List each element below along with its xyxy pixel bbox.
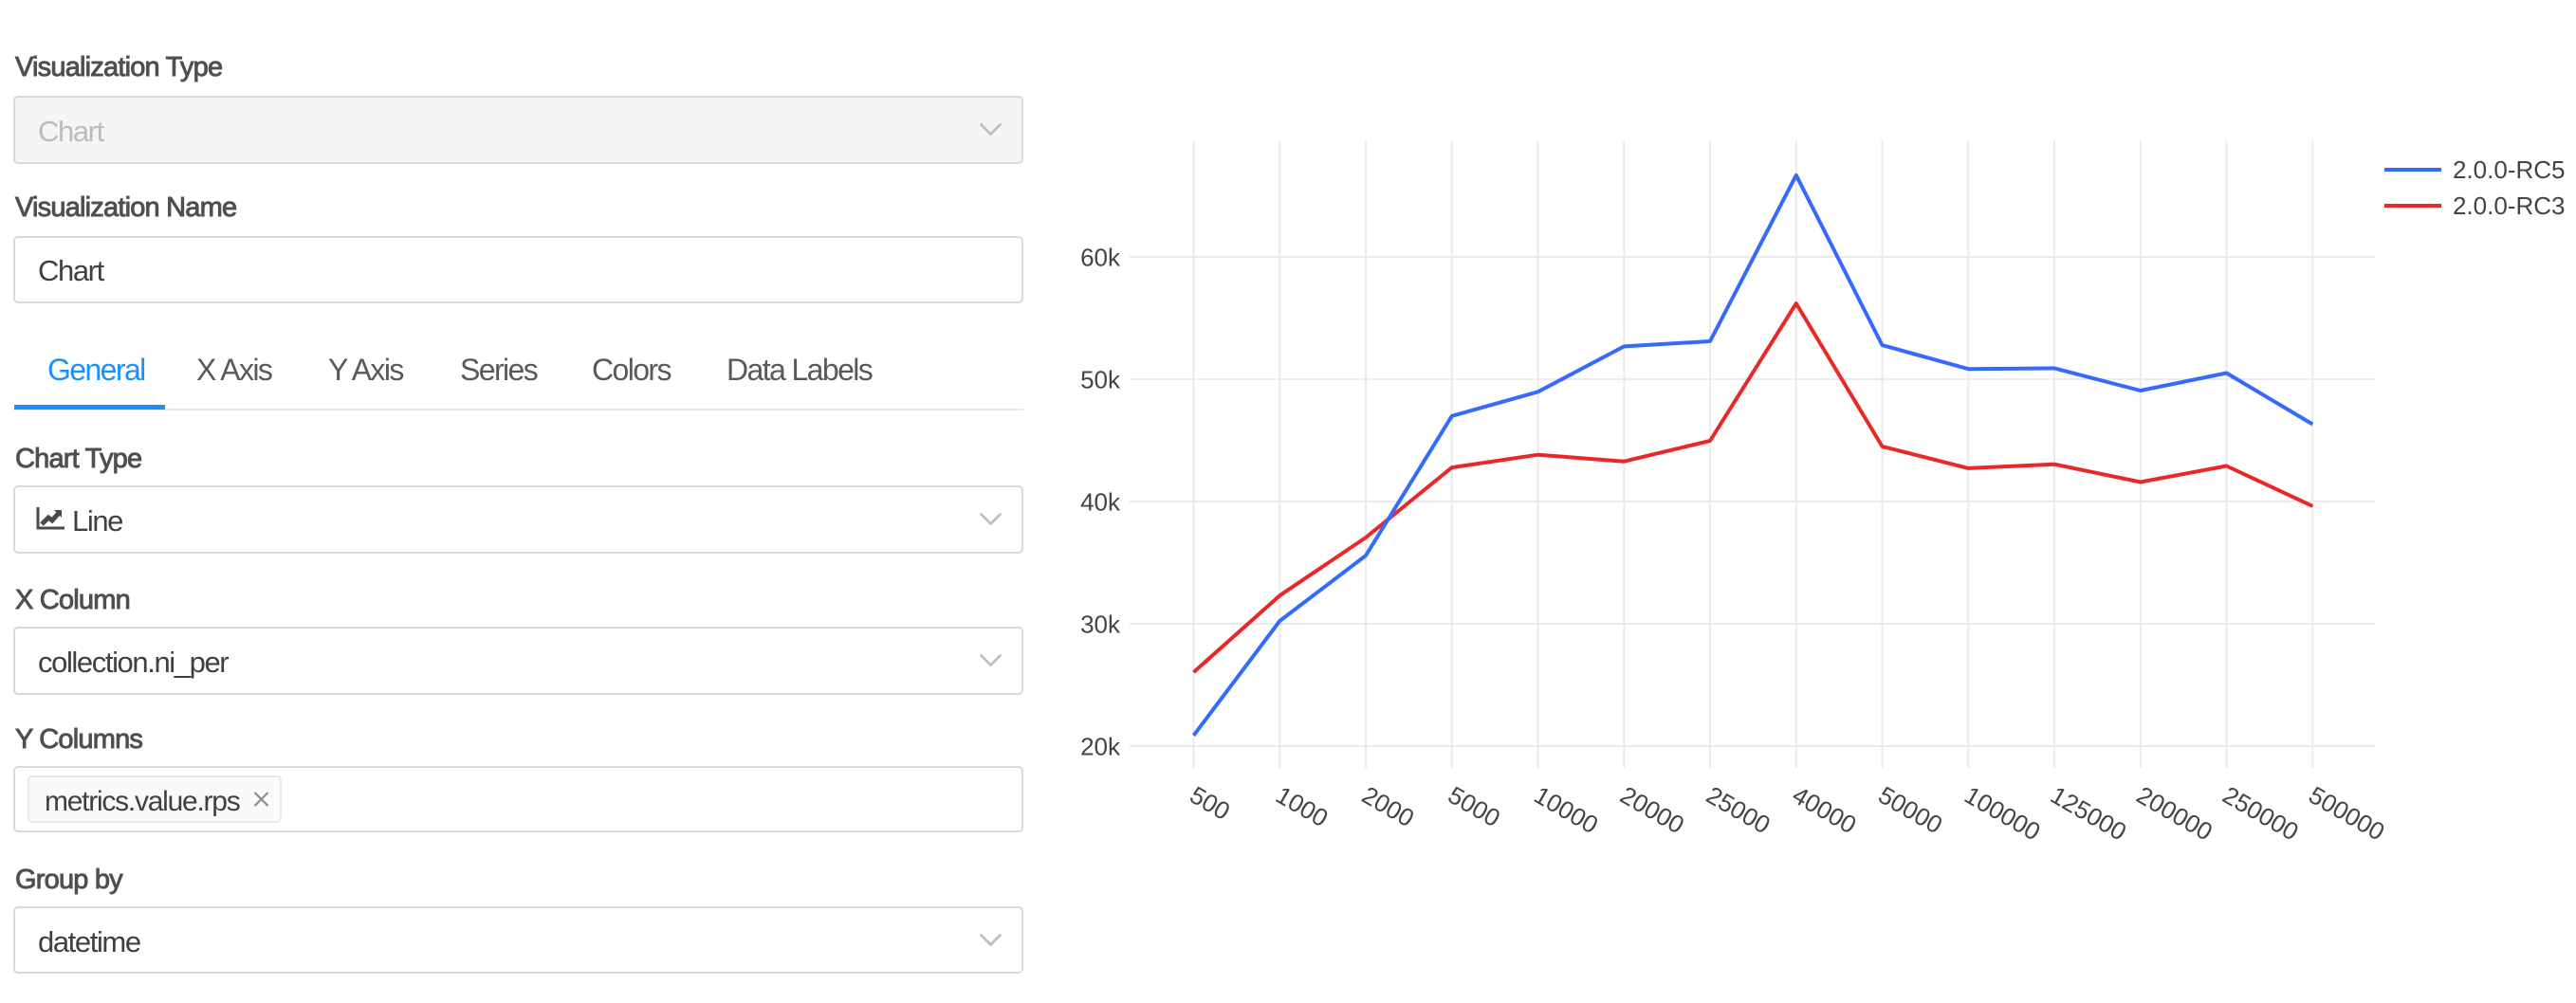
svg-text:2.0.0-RC5: 2.0.0-RC5 bbox=[2453, 155, 2566, 184]
svg-text:500000: 500000 bbox=[2304, 780, 2389, 846]
svg-text:200000: 200000 bbox=[2132, 780, 2217, 846]
svg-text:40000: 40000 bbox=[1788, 780, 1862, 839]
svg-text:20000: 20000 bbox=[1615, 780, 1689, 839]
svg-text:2000: 2000 bbox=[1357, 780, 1419, 832]
svg-text:10000: 10000 bbox=[1530, 780, 1604, 839]
svg-text:20k: 20k bbox=[1080, 733, 1121, 761]
svg-text:125000: 125000 bbox=[2046, 780, 2131, 846]
svg-text:1000: 1000 bbox=[1271, 780, 1333, 832]
svg-text:2.0.0-RC3: 2.0.0-RC3 bbox=[2453, 191, 2566, 220]
svg-text:250000: 250000 bbox=[2218, 780, 2304, 846]
svg-text:5000: 5000 bbox=[1444, 780, 1505, 832]
svg-text:25000: 25000 bbox=[1702, 780, 1776, 839]
svg-text:100000: 100000 bbox=[1960, 780, 2045, 846]
svg-text:50000: 50000 bbox=[1874, 780, 1948, 839]
svg-text:40k: 40k bbox=[1080, 488, 1121, 517]
svg-text:500: 500 bbox=[1186, 780, 1236, 826]
svg-text:60k: 60k bbox=[1080, 244, 1121, 272]
svg-text:50k: 50k bbox=[1080, 366, 1121, 394]
svg-text:30k: 30k bbox=[1080, 611, 1121, 639]
